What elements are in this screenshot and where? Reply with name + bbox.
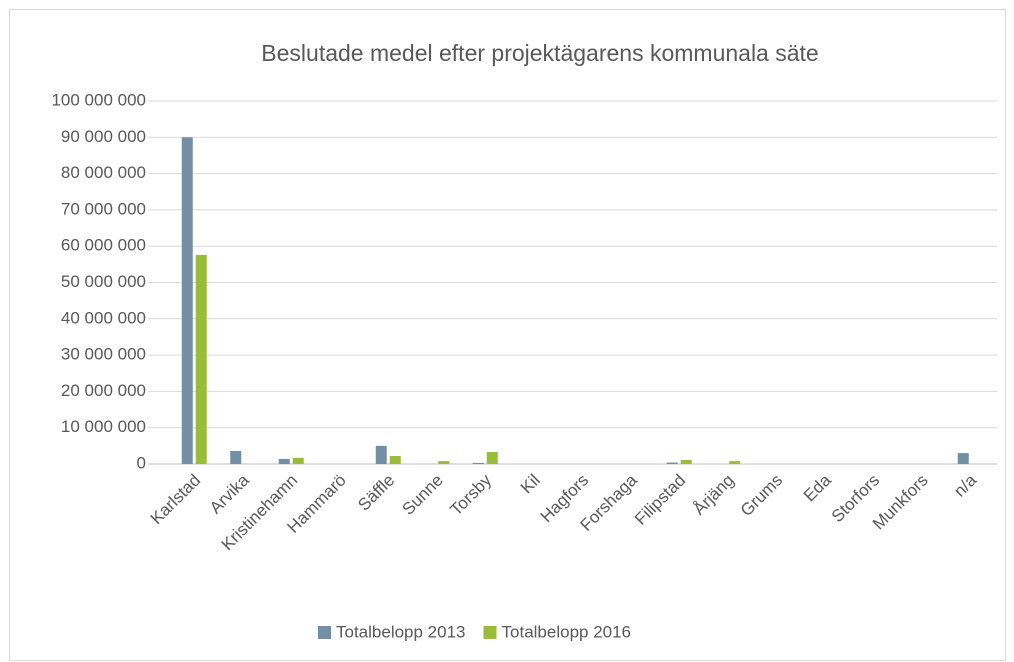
- legend-label: Totalbelopp 2013: [336, 622, 466, 641]
- y-tick-label: 10 000 000: [61, 417, 146, 436]
- bar: [472, 462, 484, 464]
- bar: [278, 458, 290, 464]
- chart-title: Beslutade medel efter projektägarens kom…: [261, 40, 818, 66]
- bar: [292, 457, 304, 464]
- bar: [666, 462, 678, 464]
- bar: [486, 452, 498, 464]
- bar: [438, 461, 450, 464]
- y-tick-label: 20 000 000: [61, 381, 146, 400]
- bar: [181, 137, 193, 465]
- y-tick-label: 60 000 000: [61, 236, 146, 255]
- y-tick-label: 40 000 000: [61, 308, 146, 327]
- legend-swatch: [483, 626, 497, 639]
- legend-label: Totalbelopp 2016: [502, 622, 632, 641]
- bar: [375, 445, 387, 464]
- bar: [957, 453, 969, 464]
- y-tick-label: 80 000 000: [61, 163, 146, 182]
- y-tick-label: 50 000 000: [61, 272, 146, 291]
- chart-frame: [9, 9, 1006, 661]
- legend-swatch: [318, 626, 331, 639]
- y-tick-label: 100 000 000: [51, 90, 146, 109]
- bar: [195, 254, 207, 464]
- bar: [230, 450, 242, 464]
- y-tick-label: 30 000 000: [61, 345, 146, 364]
- bar: [729, 461, 741, 464]
- y-tick-label: 0: [137, 453, 146, 472]
- bar: [389, 456, 401, 464]
- y-tick-label: 70 000 000: [61, 199, 146, 218]
- y-tick-label: 90 000 000: [61, 127, 146, 146]
- bar: [680, 460, 692, 464]
